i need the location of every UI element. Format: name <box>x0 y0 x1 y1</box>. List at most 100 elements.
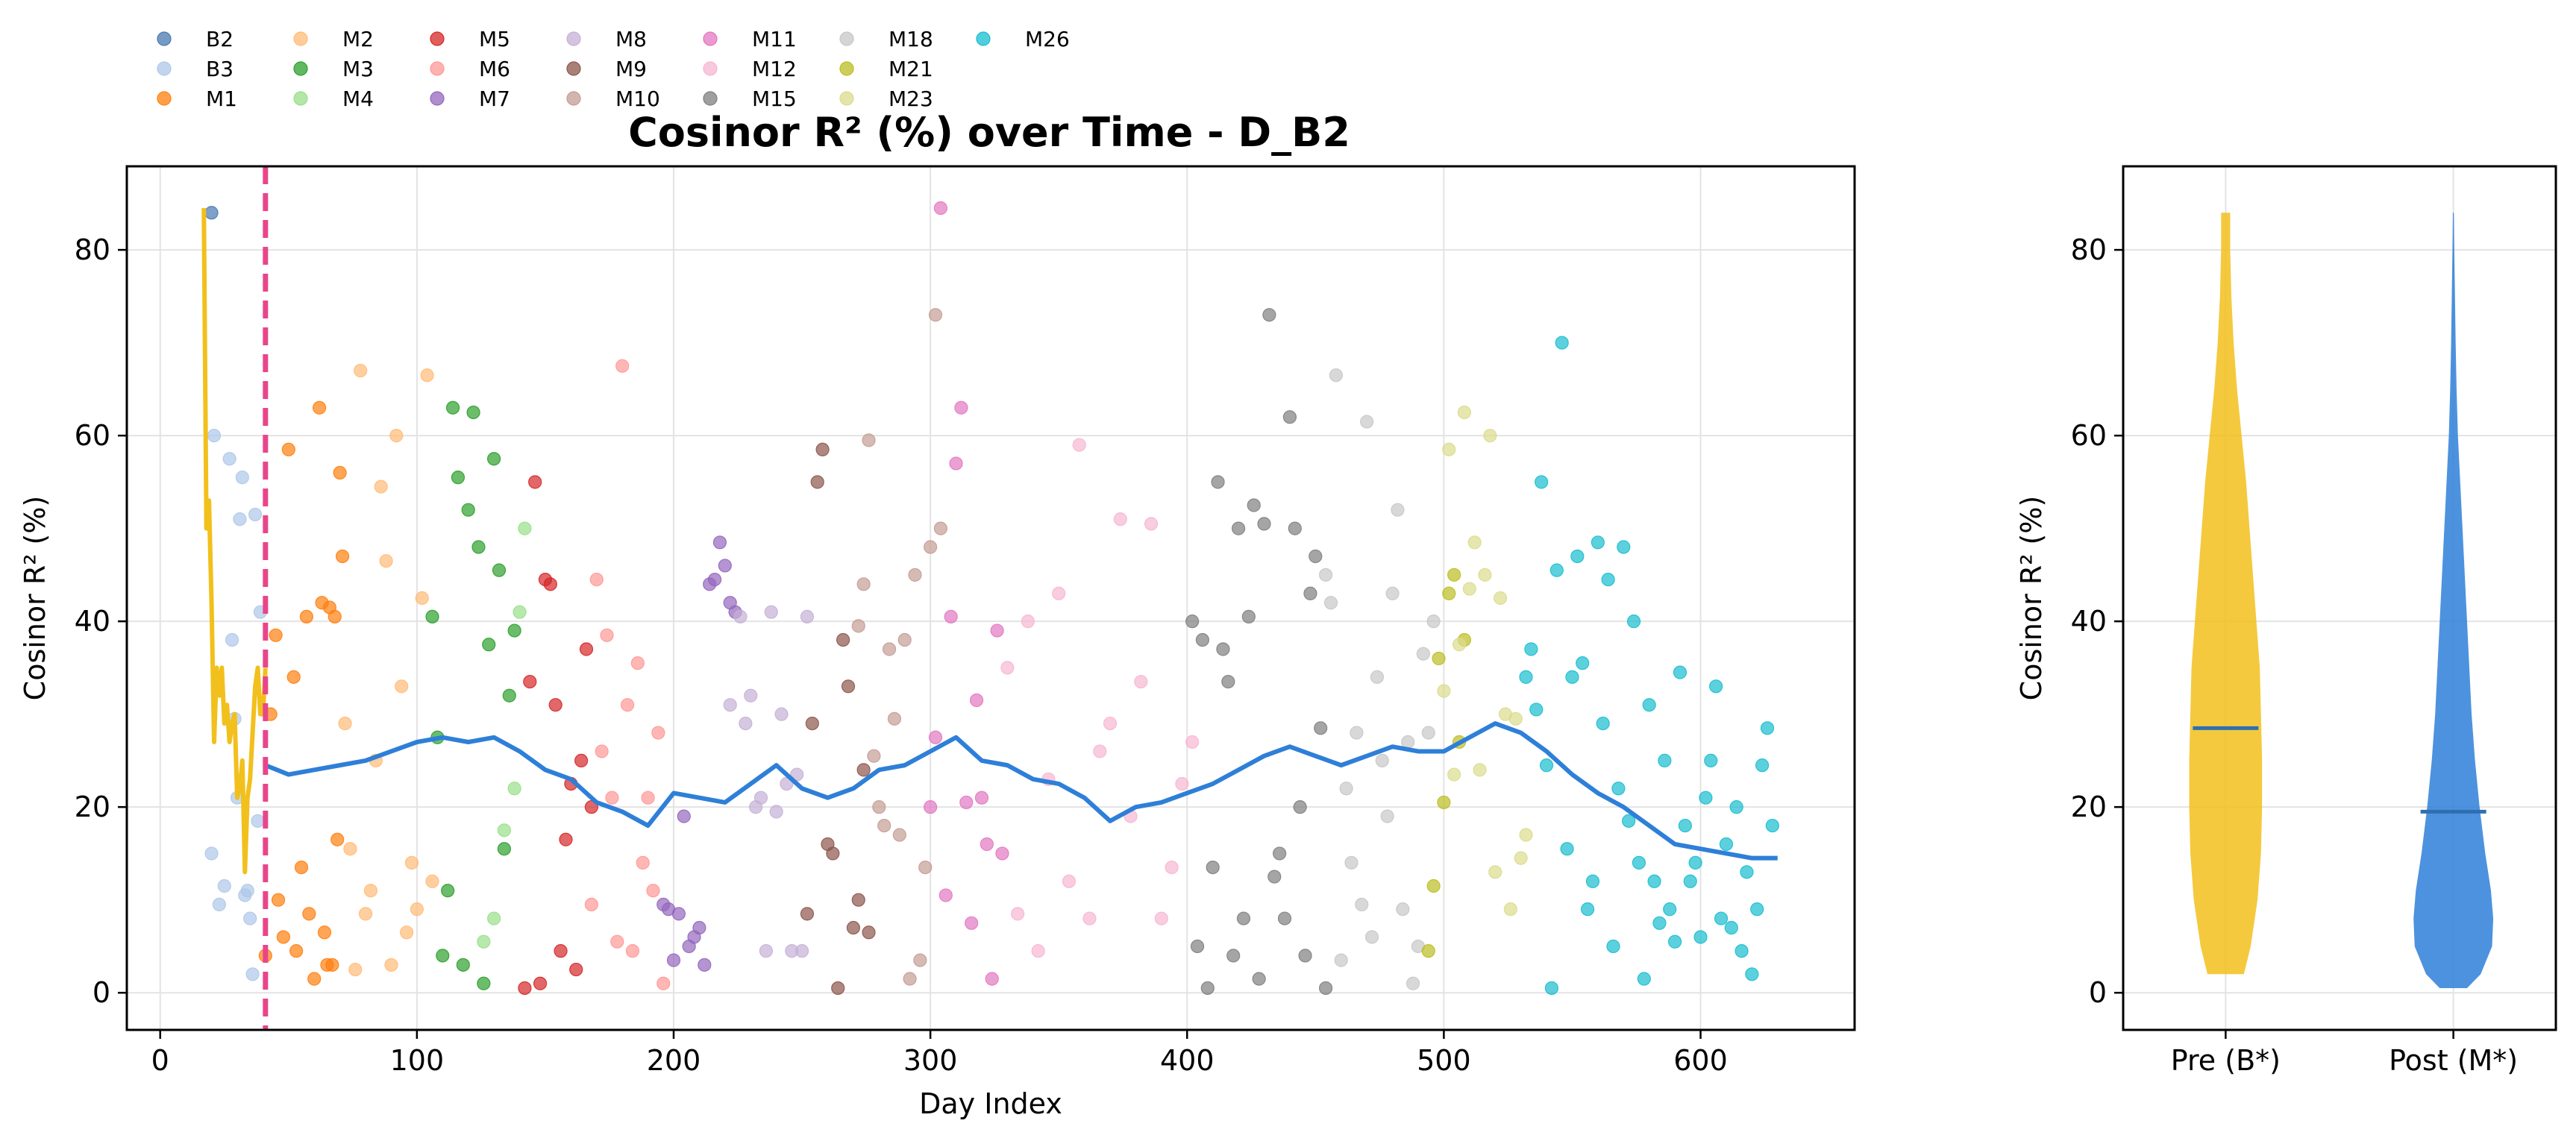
scatter-point-m15 <box>1277 911 1292 925</box>
scatter-point-b3 <box>222 452 236 466</box>
scatter-point-m26 <box>1581 902 1595 917</box>
scatter-point-m2 <box>415 591 429 606</box>
scatter-point-m26 <box>1724 920 1738 935</box>
scatter-point-m5 <box>523 674 537 689</box>
violin-y-tick-label: 60 <box>2071 419 2107 452</box>
legend-marker-m12 <box>703 61 718 76</box>
scatter-point-m10 <box>856 577 871 591</box>
scatter-point-m3 <box>492 563 507 577</box>
scatter-point-m9 <box>846 920 860 935</box>
scatter-point-m26 <box>1688 855 1702 870</box>
legend-label-m1: M1 <box>206 87 237 111</box>
scatter-point-m5 <box>543 577 557 591</box>
scatter-point-m1 <box>312 400 327 415</box>
scatter-point-m26 <box>1668 934 1682 949</box>
scatter-point-m15 <box>1216 642 1230 656</box>
x-tick-label: 300 <box>903 1044 958 1077</box>
scatter-point-m26 <box>1637 972 1651 986</box>
scatter-point-m2 <box>348 962 363 977</box>
legend-marker-m2 <box>293 31 308 46</box>
scatter-point-m12 <box>1175 776 1189 791</box>
scatter-point-m12 <box>1062 874 1077 888</box>
scatter-point-m11 <box>938 888 953 902</box>
legend-label-m11: M11 <box>752 27 797 51</box>
scatter-point-m5 <box>533 976 548 990</box>
scatter-point-m26 <box>1709 679 1723 694</box>
scatter-point-m2 <box>338 716 352 731</box>
scatter-point-m26 <box>1549 563 1564 577</box>
scatter-point-m2 <box>404 855 419 870</box>
scatter-point-m23 <box>1483 428 1497 443</box>
scatter-point-m26 <box>1632 855 1646 870</box>
scatter-point-m15 <box>1273 846 1287 861</box>
scatter-point-m26 <box>1673 665 1687 679</box>
scatter-point-m7 <box>707 572 722 587</box>
legend-label-m12: M12 <box>752 57 797 81</box>
scatter-point-m5 <box>554 944 568 958</box>
scatter-point-m11 <box>990 623 1004 638</box>
scatter-point-m9 <box>862 925 876 940</box>
legend-marker-m1 <box>157 91 172 106</box>
scatter-point-m5 <box>574 753 589 768</box>
scatter-point-m18 <box>1350 726 1364 740</box>
scatter-point-m10 <box>903 972 917 986</box>
scatter-point-m15 <box>1231 521 1246 535</box>
scatter-point-m3 <box>445 400 460 415</box>
scatter-point-m8 <box>800 609 815 624</box>
scatter-point-m26 <box>1606 939 1620 954</box>
scatter-point-m6 <box>584 897 598 912</box>
violin-body-pre <box>2189 213 2263 975</box>
violin-x-axis-ticks: Pre (B*) Post (M*) <box>2171 1030 2518 1077</box>
legend-label-m15: M15 <box>752 87 797 111</box>
scatter-point-m5 <box>548 698 562 712</box>
scatter-point-m26 <box>1750 902 1764 917</box>
legend-label-m8: M8 <box>615 27 647 51</box>
scatter-point-m10 <box>882 642 897 656</box>
scatter-point-b3 <box>245 967 260 981</box>
scatter-point-m7 <box>666 953 681 967</box>
scatter-point-m3 <box>497 842 511 856</box>
violin-body-post <box>2413 213 2494 988</box>
scatter-point-m18 <box>1329 368 1343 383</box>
scatter-point-m7 <box>692 920 706 935</box>
scatter-point-m18 <box>1391 503 1405 517</box>
scatter-point-m3 <box>487 452 501 466</box>
scatter-point-m21 <box>1421 944 1435 958</box>
scatter-point-m15 <box>1303 586 1317 600</box>
scatter-point-m18 <box>1380 809 1394 823</box>
scatter-point-m3 <box>502 688 516 703</box>
scatter-point-m6 <box>651 726 665 740</box>
violin-plot-frame <box>2122 165 2557 1031</box>
x-tick-label: 0 <box>151 1044 169 1077</box>
scatter-point-m4 <box>497 823 511 837</box>
scatter-point-m23 <box>1488 865 1502 879</box>
scatter-point-m23 <box>1519 828 1533 842</box>
scatter-point-m9 <box>810 475 824 489</box>
scatter-point-m12 <box>1093 744 1107 758</box>
scatter-point-m2 <box>358 907 373 921</box>
scatter-point-m7 <box>671 907 686 921</box>
scatter-point-m6 <box>636 855 650 870</box>
scatter-point-m9 <box>815 442 830 456</box>
y-axis-label: Cosinor R² (%) <box>19 496 51 701</box>
legend-label-m3: M3 <box>342 57 374 81</box>
scatter-point-m15 <box>1252 972 1266 986</box>
scatter-point-m18 <box>1334 953 1348 967</box>
scatter-point-b3 <box>204 846 219 861</box>
scatter-point-m2 <box>410 902 424 917</box>
scatter-point-m23 <box>1457 405 1472 420</box>
scatter-point-m23 <box>1452 638 1467 652</box>
y-tick-label: 20 <box>75 791 110 823</box>
scatter-point-m8 <box>769 805 783 819</box>
scatter-point-m18 <box>1318 568 1333 582</box>
scatter-point-m1 <box>330 832 345 846</box>
scatter-point-m10 <box>908 568 922 582</box>
scatter-point-m26 <box>1704 753 1718 768</box>
legend-marker-m4 <box>293 91 308 106</box>
scatter-point-m5 <box>559 832 573 846</box>
x-axis-label: Day Index <box>919 1087 1062 1120</box>
scatter-point-m26 <box>1529 703 1544 717</box>
scatter-point-m15 <box>1206 860 1220 875</box>
scatter-point-m26 <box>1658 753 1672 768</box>
